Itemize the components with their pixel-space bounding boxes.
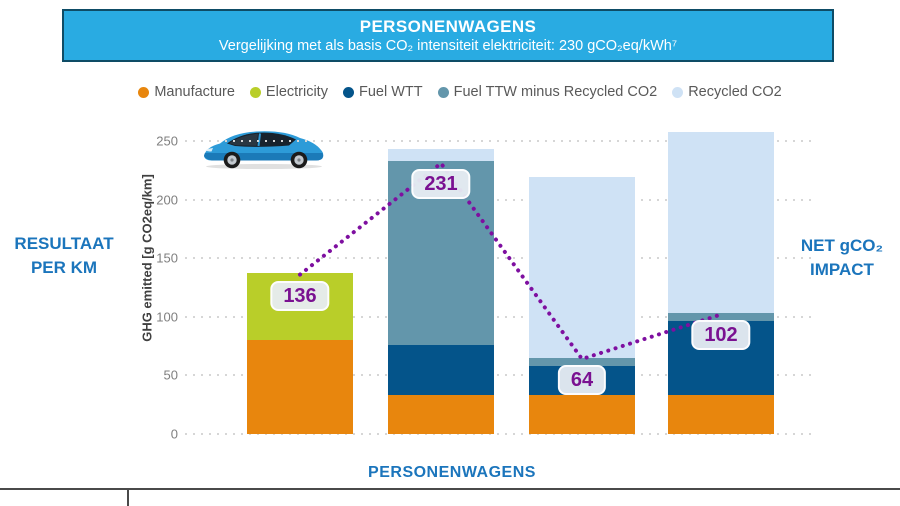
y-tick-0: 0: [170, 426, 178, 442]
legend-label-fuel-wtt: Fuel WTT: [358, 84, 423, 100]
legend-item-fuel-ttw-minus-recycled-co2: Fuel TTW minus Recycled CO2: [437, 84, 658, 100]
right-caption-line1: NET gCO₂: [800, 236, 884, 255]
legend-label-recycled-co2: Recycled CO2: [688, 84, 782, 100]
net-value-label-bar-4: 102: [691, 320, 751, 351]
legend-item-manufacture: Manufacture: [138, 84, 235, 100]
right-caption: NET gCO₂ IMPACT: [784, 234, 900, 282]
banner-title: PERSONENWAGENS: [359, 16, 537, 36]
legend-dot-recycled-co2: [672, 86, 684, 98]
right-caption-line2: IMPACT: [810, 260, 874, 279]
bar-segment-bar-4-recycled-co2: [668, 131, 774, 314]
bar-segment-bar-4-manufacture: [668, 395, 774, 434]
y-tick-150: 150: [156, 250, 178, 266]
bar-segment-bar-3-recycled-co2: [529, 177, 635, 358]
banner-subtitle: Vergelijking met als basis CO₂ intensite…: [218, 37, 678, 54]
car-icon: [204, 131, 324, 170]
net-value-label-bar-1: 136: [270, 280, 330, 311]
legend-dot-fuel-ttw-minus-recycled-co2: [437, 86, 449, 98]
bar-segment-bar-2-manufacture: [388, 395, 494, 434]
net-value-label-bar-3: 64: [557, 364, 607, 395]
legend-dot-fuel-wtt: [342, 86, 354, 98]
legend-item-electricity: Electricity: [249, 84, 328, 100]
legend-label-manufacture: Manufacture: [154, 84, 235, 100]
bar-segment-bar-3-manufacture: [529, 395, 635, 434]
y-tick-50: 50: [163, 367, 178, 383]
y-tick-100: 100: [156, 309, 178, 325]
header-banner: PERSONENWAGENS Vergelijking met als basi…: [62, 9, 834, 62]
legend-label-electricity: Electricity: [265, 84, 328, 100]
net-value-label-bar-2: 231: [411, 169, 471, 200]
legend-dot-electricity: [249, 86, 261, 98]
legend-label-fuel-ttw-minus-recycled-co2: Fuel TTW minus Recycled CO2: [453, 84, 658, 100]
gridline-0: [185, 433, 812, 435]
left-caption-line1: RESULTAAT: [14, 234, 114, 253]
legend-item-fuel-wtt: Fuel WTT: [342, 84, 423, 100]
gridline-50: [185, 374, 812, 377]
chart-legend: Manufacture Electricity Fuel WTT Fuel TTW m…: [110, 84, 810, 100]
left-caption-line2: PER KM: [30, 258, 98, 277]
y-tick-250: 250: [156, 133, 178, 149]
bar-segment-bar-1-manufacture: [247, 340, 353, 434]
gridline-250: [185, 140, 812, 142]
y-tick-200: 200: [156, 192, 178, 208]
left-caption: RESULTAAT PER KM: [2, 232, 126, 280]
legend-dot-manufacture: [138, 86, 150, 98]
table-column-divider: [127, 490, 129, 506]
table-top-border: [0, 488, 900, 490]
bar-segment-bar-2-recycled-co2: [388, 149, 494, 161]
bar-segment-bar-2-fuel-wtt: [388, 344, 494, 396]
x-axis-title: PERSONENWAGENS: [368, 464, 536, 481]
bar-segment-bar-3-fuel-ttw-minus-recycled-co2: [529, 357, 635, 367]
legend-item-recycled-co2: Recycled CO2: [672, 84, 782, 100]
